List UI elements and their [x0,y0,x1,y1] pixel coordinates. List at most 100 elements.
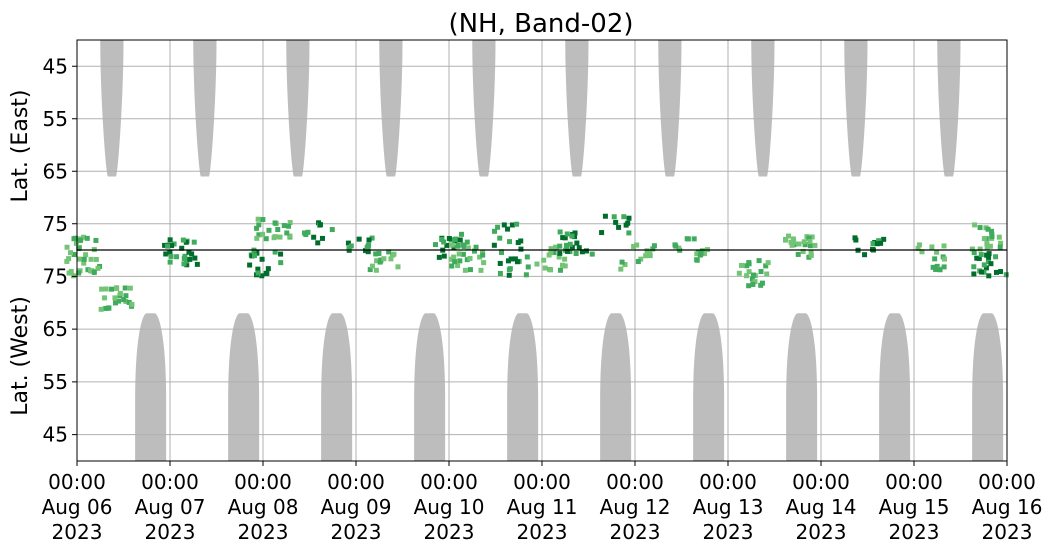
activity-pixel [317,222,323,228]
activity-pixel [165,243,171,249]
y-tick-label-west: 45 [43,423,68,447]
activity-pixel [465,245,471,251]
activity-pixel [599,230,605,236]
activity-pixel [194,261,200,267]
y-tick-label-east: 65 [43,159,68,183]
activity-pixel [934,263,940,269]
sunlit-region-west-0 [135,313,167,461]
activity-cluster [915,242,947,273]
activity-pixel [560,262,566,268]
sunlit-region-west-7 [786,313,818,461]
activity-pixel [114,285,120,291]
activity-pixel [647,253,653,259]
activity-pixel [356,236,362,242]
activity-pixel [750,272,756,278]
x-tick-label: 00:00 [327,470,385,494]
activity-pixel [449,242,455,248]
activity-pixel [763,263,769,269]
chart-title: (NH, Band-02) [448,9,633,39]
activity-pixel [783,237,789,243]
activity-pixel [524,254,530,260]
activity-pixel [84,235,90,241]
activity-pixel [619,259,625,265]
activity-pixel [255,216,261,222]
activity-pixel [505,226,511,232]
y-axis-label-east: Lat. (East) [8,90,33,203]
x-tick-label: 00:00 [792,470,850,494]
activity-pixel [1003,272,1009,278]
activity-pixel [602,213,608,219]
x-tick-label: 2023 [424,520,475,544]
activity-pixel [881,236,887,242]
activity-pixel [455,263,461,269]
x-tick-label: 00:00 [699,470,757,494]
activity-pixel [765,260,771,266]
activity-pixel [651,243,657,249]
activity-pixel [186,249,192,255]
x-tick-label: 00:00 [141,470,199,494]
y-tick-label-west: 55 [43,370,68,394]
x-tick-label: 00:00 [48,470,106,494]
activity-pixel [346,246,352,252]
activity-pixel [795,251,801,257]
sunlit-region-west-9 [972,313,1004,461]
activity-pixel [255,266,261,272]
activity-pixel [81,256,87,262]
activity-pixel [369,235,375,241]
activity-pixel [179,245,185,251]
activity-pixel [986,251,992,257]
activity-pixel [259,256,265,262]
activity-pixel [287,233,293,239]
x-tick-label: 00:00 [234,470,292,494]
x-tick-label: Aug 07 [135,495,206,519]
x-tick-label: Aug 06 [42,495,113,519]
activity-pixel [506,272,512,278]
activity-pixel [101,295,107,301]
activity-pixel [972,222,978,228]
activity-pixel [987,243,993,249]
activity-pixel [806,235,812,241]
activity-pixel [68,268,74,274]
activity-pixel [870,241,876,247]
activity-pixel [981,236,987,242]
activity-pixel [91,269,97,275]
x-tick-label: 00:00 [606,470,664,494]
activity-pixel [997,244,1003,250]
y-tick-label-east: 75 [43,212,68,236]
activity-pixel [121,297,127,303]
activity-pixel [251,253,257,259]
activity-pixel [319,235,325,241]
activity-pixel [981,262,987,268]
activity-pixel [99,286,105,292]
activity-pixel [64,244,70,250]
activity-pixel [127,285,133,291]
activity-pixel [446,235,452,241]
activity-pixel [123,293,129,299]
activity-layer [64,213,1009,312]
activity-pixel [366,242,372,248]
activity-pixel [998,240,1004,246]
activity-pixel [562,235,568,241]
activity-cluster [534,242,570,273]
activity-pixel [631,243,637,249]
activity-pixel [163,251,169,257]
activity-cluster [852,235,887,258]
activity-pixel [876,238,882,244]
activity-pixel [481,260,487,266]
activity-pixel [181,256,187,262]
activity-pixel [449,263,455,269]
activity-pixel [548,246,554,252]
activity-pixel [750,281,756,287]
activity-pixel [534,261,540,267]
activity-pixel [796,241,802,247]
activity-pixel [800,248,806,254]
activity-pixel [315,240,321,246]
activity-pixel [181,261,187,267]
activity-pixel [255,270,261,276]
activity-pixel [572,230,578,236]
activity-pixel [116,298,122,304]
activity-pixel [934,249,940,255]
activity-pixel [807,243,813,249]
activity-pixel [916,242,922,248]
activity-pixel [623,222,629,228]
